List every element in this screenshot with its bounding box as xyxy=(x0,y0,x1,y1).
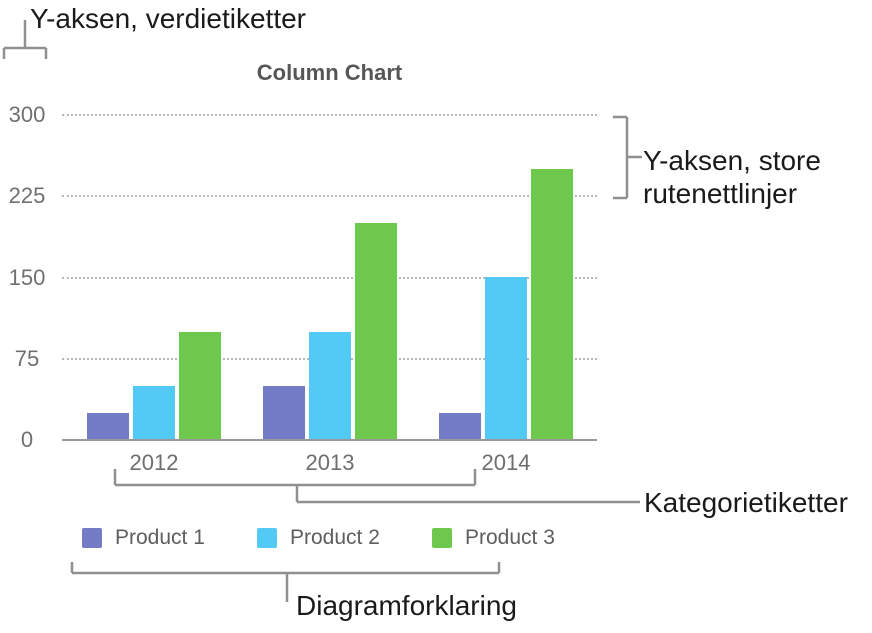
legend-callout: Diagramforklaring xyxy=(296,590,517,621)
major-gridlines-bracket xyxy=(613,115,642,200)
chart-title: Column Chart xyxy=(256,60,403,85)
category-label-2013: 2013 xyxy=(305,450,355,475)
bar-product-3-2013 xyxy=(355,223,397,440)
legend-label: Product 1 xyxy=(115,526,205,549)
major-gridlines-callout: Y-aksen, store rutenettlinjer xyxy=(643,145,821,209)
category-label-2014: 2014 xyxy=(481,450,531,475)
bar-product-2-2012 xyxy=(133,386,175,440)
bar-product-1-2012 xyxy=(87,413,129,440)
y-value-labels-callout: Y-aksen, verdietiketter xyxy=(30,3,306,34)
gridline-150 xyxy=(62,277,597,279)
category-label-2012: 2012 xyxy=(129,450,179,475)
legend-swatch-icon xyxy=(257,528,277,548)
y-value-labels-bracket xyxy=(2,20,48,59)
category-labels-callout: Kategorietiketter xyxy=(644,487,848,518)
y-axis-tick-label-75: 75 xyxy=(14,346,40,371)
y-axis-tick-label-0: 0 xyxy=(20,427,34,452)
bar-product-3-2014 xyxy=(531,169,573,440)
x-axis-line xyxy=(62,439,597,441)
bar-product-1-2014 xyxy=(439,413,481,440)
y-axis-tick-label-300: 300 xyxy=(8,102,46,127)
bar-product-1-2013 xyxy=(263,386,305,440)
bar-product-2-2013 xyxy=(309,332,351,440)
legend-label: Product 3 xyxy=(465,526,555,549)
bar-product-3-2012 xyxy=(179,332,221,440)
y-axis-tick-label-150: 150 xyxy=(8,265,46,290)
category-labels-bracket xyxy=(113,469,640,504)
y-axis-tick-label-225: 225 xyxy=(8,183,46,208)
legend-bracket xyxy=(70,562,501,602)
gridline-300 xyxy=(62,114,597,116)
bar-product-2-2014 xyxy=(485,277,527,440)
gridline-225 xyxy=(62,195,597,197)
legend-swatch-icon xyxy=(432,528,452,548)
legend-swatch-icon xyxy=(82,528,102,548)
legend-label: Product 2 xyxy=(290,526,380,549)
